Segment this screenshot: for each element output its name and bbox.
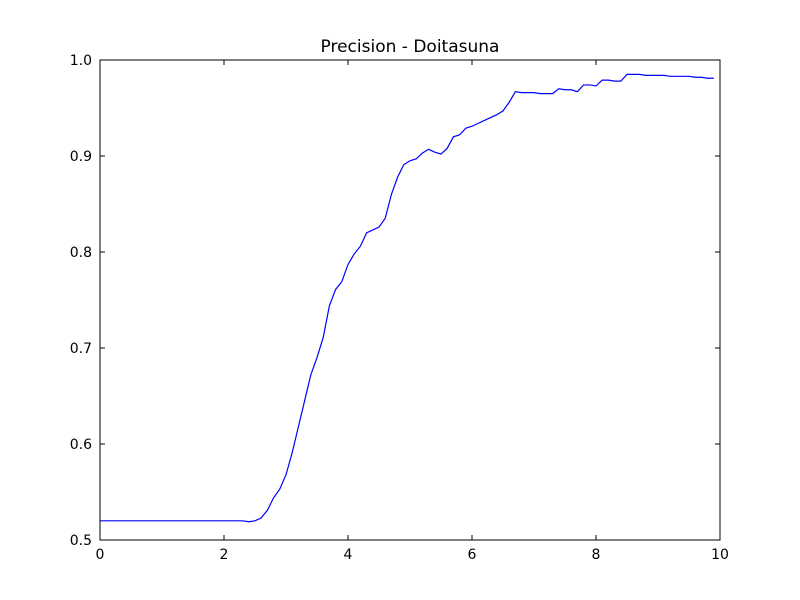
x-tick-label: 8 xyxy=(592,547,601,563)
y-tick-label: 0.6 xyxy=(70,437,92,453)
series-layer xyxy=(100,73,714,523)
y-tick-label: 0.9 xyxy=(70,149,92,165)
plot-frame xyxy=(99,59,721,541)
x-tick-label: 10 xyxy=(711,547,729,563)
x-tick-label: 4 xyxy=(344,547,353,563)
x-tick-label: 6 xyxy=(468,547,477,563)
y-tick-label: 0.8 xyxy=(70,245,92,261)
y-tick-label: 0.7 xyxy=(70,341,92,357)
y-tick-label: 1.0 xyxy=(70,53,92,69)
x-tick-label: 2 xyxy=(220,547,229,563)
series-line xyxy=(100,73,714,523)
x-tick-label: 0 xyxy=(96,547,105,563)
ticks-layer: 0 2 4 6 8 10 0.5 0.6 0.7 0.8 0.9 1.0 xyxy=(70,53,729,563)
chart-title: Precision - Doitasuna xyxy=(321,37,500,57)
y-tick-label: 0.5 xyxy=(70,533,92,549)
